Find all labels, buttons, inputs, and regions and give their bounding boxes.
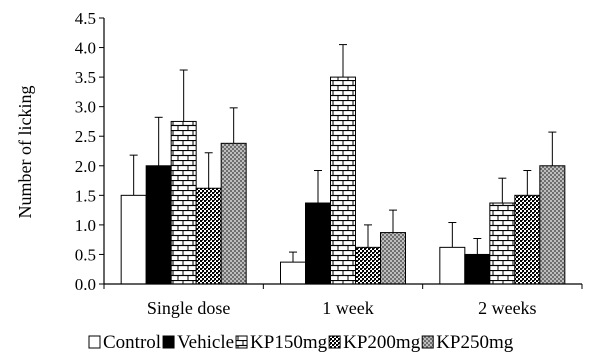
y-tick-label: 2.0 (75, 157, 96, 176)
legend-label: Vehicle (177, 332, 234, 353)
y-tick-label: 0.5 (75, 245, 96, 264)
x-tick-label: 2 weeks (478, 298, 536, 318)
bar-vehicle (145, 165, 172, 285)
bar-kp150mg (170, 120, 197, 285)
legend-label: KP250mg (436, 332, 514, 353)
x-tick-label: Single dose (147, 298, 231, 318)
bar-vehicle (305, 202, 331, 285)
x-tick-label: 1 week (322, 298, 373, 318)
y-tick-label: 4.5 (75, 9, 96, 28)
bar-vehicle (464, 253, 491, 285)
axes (103, 18, 582, 285)
bar-kp200mg (195, 187, 222, 285)
bar-kp250mg (380, 232, 406, 285)
y-tick-label: 0.0 (75, 275, 96, 294)
bar-groups (120, 44, 566, 285)
legend-label: Control (103, 332, 161, 353)
x-axis-ticks: Single dose 1 week 2 weeks (103, 284, 583, 318)
bar-kp200mg (514, 194, 541, 285)
legend-swatch-kp250mg (421, 335, 434, 349)
legend-label: KP200mg (343, 332, 421, 353)
legend: Control Vehicle KP150mg KP200mg KP250mg (88, 332, 514, 353)
y-tick-label: 2.5 (75, 127, 96, 146)
bar-kp250mg (220, 142, 247, 285)
legend-swatch-vehicle (162, 335, 175, 349)
bar-control (439, 246, 466, 285)
y-tick-label: 4.0 (75, 39, 96, 58)
bar-kp200mg (355, 246, 381, 285)
y-tick-label: 1.5 (75, 186, 96, 205)
y-axis-label: Number of licking (15, 86, 35, 219)
y-tick-label: 3.5 (75, 68, 96, 87)
bar-kp150mg (489, 202, 516, 285)
legend-swatch-control (88, 335, 101, 349)
legend-swatch-kp200mg (328, 335, 341, 349)
bar-kp250mg (539, 165, 566, 285)
y-tick-label: 3.0 (75, 98, 96, 117)
legend-label: KP150mg (250, 332, 328, 353)
y-tick-label: 1.0 (75, 216, 96, 235)
bar-control (120, 194, 147, 285)
bar-kp150mg (330, 76, 356, 285)
bar-control (280, 261, 306, 285)
y-axis-ticks: 0.0 0.5 1.0 1.5 2.0 2.5 3.0 3.5 4.0 4.5 (75, 9, 104, 294)
legend-swatch-kp150mg (235, 335, 248, 349)
